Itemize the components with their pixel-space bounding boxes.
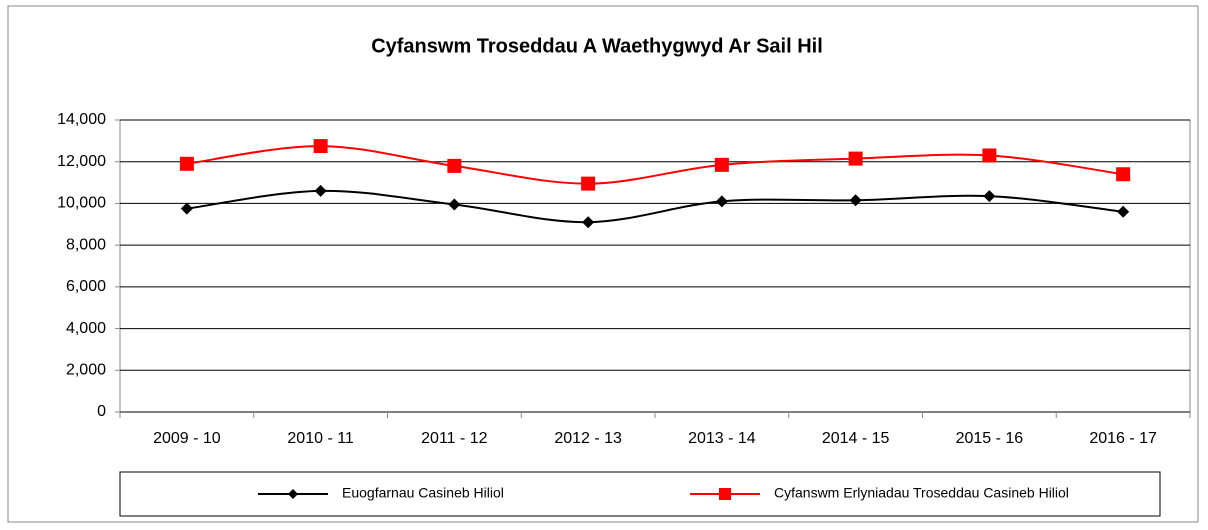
series-line: [186, 145, 1124, 185]
marker: [1116, 167, 1131, 182]
x-tick-label: 2015 - 16: [956, 430, 1024, 447]
marker: [448, 198, 461, 211]
x-tick-label: 2016 - 17: [1089, 430, 1157, 447]
legend-label: Euogfarnau Casineb Hiliol: [342, 485, 504, 501]
marker: [313, 139, 328, 154]
marker: [982, 148, 997, 163]
x-tick-label: 2010 - 11: [287, 430, 354, 447]
x-tick-label: 2011 - 12: [421, 430, 488, 447]
series-line: [186, 189, 1124, 224]
y-tick-label: 10,000: [57, 195, 106, 212]
y-tick-label: 0: [97, 403, 106, 420]
plot-area: [119, 119, 1191, 413]
marker: [447, 158, 462, 173]
marker: [848, 151, 863, 166]
marker: [180, 202, 193, 215]
marker: [1117, 205, 1130, 218]
y-tick-label: 14,000: [57, 111, 106, 128]
marker: [582, 216, 595, 229]
marker: [179, 156, 194, 171]
marker: [581, 176, 596, 191]
y-tick-label: 2,000: [66, 362, 106, 379]
x-tick-label: 2009 - 10: [153, 430, 221, 447]
y-tick-label: 8,000: [66, 236, 106, 253]
x-tick-label: 2012 - 13: [554, 430, 622, 447]
legend-marker: [288, 489, 298, 499]
marker: [983, 190, 996, 203]
x-tick-label: 2014 - 15: [822, 430, 890, 447]
marker: [849, 194, 862, 207]
chart-title: Cyfanswm Troseddau A Waethygwyd Ar Sail …: [371, 35, 823, 57]
legend-label: Cyfanswm Erlyniadau Troseddau Casineb Hi…: [774, 485, 1069, 501]
legend-marker: [719, 488, 731, 500]
marker: [314, 184, 327, 197]
y-tick-label: 4,000: [66, 320, 106, 337]
y-tick-label: 12,000: [57, 153, 106, 170]
x-tick-label: 2013 - 14: [688, 430, 756, 447]
marker: [714, 157, 729, 172]
marker: [715, 195, 728, 208]
y-tick-label: 6,000: [66, 278, 106, 295]
